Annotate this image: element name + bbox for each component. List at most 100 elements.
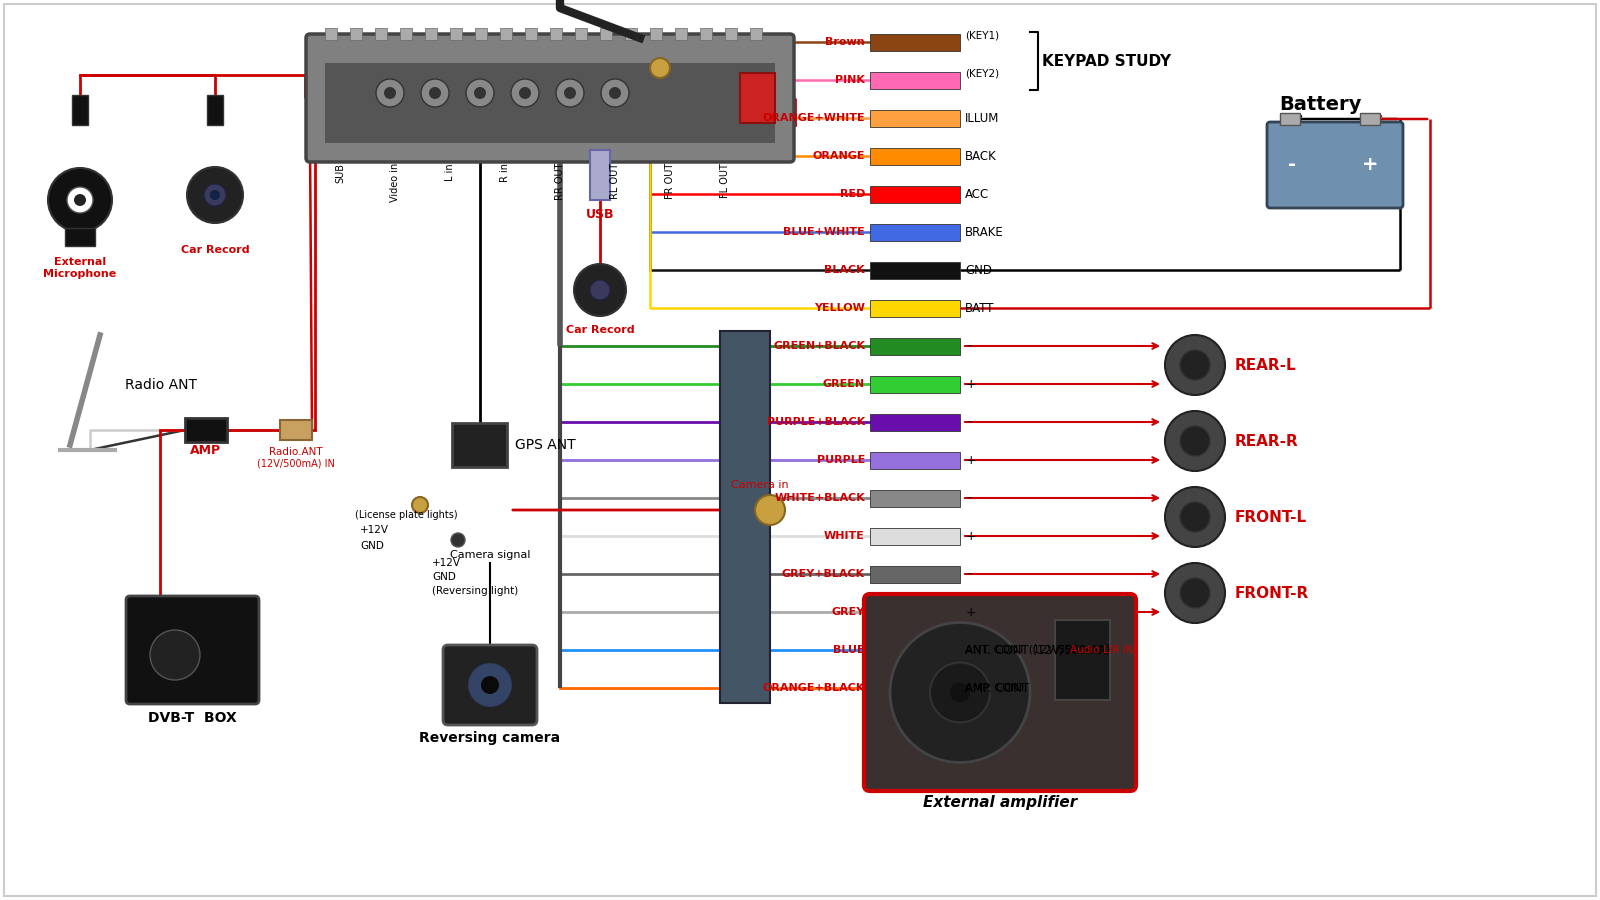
Bar (600, 28, 611, 40)
Bar (400, 28, 413, 40)
Circle shape (950, 682, 970, 703)
Text: ACC: ACC (965, 187, 989, 201)
Text: RR OUT: RR OUT (555, 163, 565, 201)
Text: ANT. CONT (12V/500mA): ANT. CONT (12V/500mA) (965, 645, 1102, 655)
Bar (475, 28, 486, 40)
Bar (701, 28, 712, 40)
Circle shape (205, 184, 226, 206)
Bar (650, 28, 662, 40)
Bar (725, 28, 738, 40)
Bar (453, 423, 507, 467)
Text: -: - (966, 568, 971, 580)
Text: +12V: +12V (432, 558, 461, 568)
Bar (450, 28, 462, 40)
Text: External
Microphone: External Microphone (43, 257, 117, 279)
Text: +: + (1362, 156, 1378, 175)
Bar (325, 63, 774, 143)
Bar (550, 28, 562, 40)
Text: RL OUT: RL OUT (610, 163, 621, 199)
Text: (KEY2): (KEY2) (965, 68, 998, 78)
Text: (12V/500mA) IN: (12V/500mA) IN (258, 459, 334, 469)
Text: External amplifier: External amplifier (923, 796, 1077, 811)
Text: ILLUM: ILLUM (965, 112, 1000, 124)
Bar (426, 28, 437, 40)
Circle shape (451, 533, 466, 547)
Text: GND: GND (432, 572, 456, 582)
Circle shape (376, 79, 403, 107)
Text: +: + (966, 606, 976, 618)
Circle shape (1165, 487, 1226, 547)
Text: FRONT-L: FRONT-L (1235, 509, 1307, 525)
Text: GREY: GREY (832, 607, 866, 617)
Bar (626, 28, 637, 40)
Circle shape (930, 662, 990, 723)
Bar (525, 28, 538, 40)
FancyBboxPatch shape (1267, 122, 1403, 208)
Bar (350, 28, 362, 40)
Text: GND: GND (360, 541, 384, 551)
Bar (590, 150, 610, 200)
Text: AMP: AMP (190, 444, 221, 456)
Text: -: - (966, 491, 971, 505)
Bar (870, 642, 960, 659)
Circle shape (1165, 411, 1226, 471)
Bar (739, 73, 774, 123)
Bar (870, 604, 960, 620)
Bar (186, 418, 227, 442)
Text: R in: R in (499, 163, 510, 182)
Bar (374, 28, 387, 40)
Bar (750, 28, 762, 40)
Text: Camera in: Camera in (731, 480, 789, 490)
Circle shape (187, 167, 243, 223)
Text: BRAKE: BRAKE (965, 226, 1003, 239)
FancyBboxPatch shape (306, 34, 794, 162)
Text: WHITE: WHITE (824, 531, 866, 541)
Bar (870, 223, 960, 240)
Text: ANT. CONT (12V/500mA): ANT. CONT (12V/500mA) (965, 644, 1110, 656)
Bar (870, 680, 960, 697)
Bar (870, 185, 960, 202)
Bar (206, 95, 222, 125)
Text: Audio L/R IN: Audio L/R IN (1070, 645, 1133, 655)
FancyBboxPatch shape (864, 594, 1136, 791)
Bar (870, 110, 960, 127)
Bar (870, 565, 960, 582)
Circle shape (1181, 578, 1210, 608)
Circle shape (890, 623, 1030, 762)
Text: +: + (966, 529, 976, 543)
Text: ORANGE+BLACK: ORANGE+BLACK (763, 683, 866, 693)
Text: KEYPAD STUDY: KEYPAD STUDY (1042, 53, 1171, 68)
Circle shape (413, 497, 429, 513)
Text: RED: RED (840, 189, 866, 199)
Text: ORANGE+WHITE: ORANGE+WHITE (762, 113, 866, 123)
FancyBboxPatch shape (443, 645, 538, 725)
Bar (66, 228, 94, 246)
Circle shape (466, 79, 494, 107)
Bar (870, 375, 960, 392)
Text: DVB-T  BOX: DVB-T BOX (149, 711, 237, 725)
Text: GPS ANT: GPS ANT (515, 438, 576, 452)
Text: +: + (966, 454, 976, 466)
Text: +: + (966, 377, 976, 391)
Text: GREEN+BLACK: GREEN+BLACK (773, 341, 866, 351)
Circle shape (1165, 563, 1226, 623)
Circle shape (563, 87, 576, 99)
Circle shape (48, 168, 112, 232)
Text: WHITE+BLACK: WHITE+BLACK (774, 493, 866, 503)
Bar (870, 33, 960, 50)
Text: PURPLE: PURPLE (816, 455, 866, 465)
Text: BLACK: BLACK (824, 265, 866, 275)
Circle shape (574, 264, 626, 316)
Text: REAR-R: REAR-R (1235, 434, 1299, 448)
Bar (870, 262, 960, 278)
Text: +12V: +12V (360, 525, 389, 535)
Circle shape (1181, 350, 1210, 380)
Text: PURPLE+BLACK: PURPLE+BLACK (766, 417, 866, 427)
Text: BATT: BATT (965, 302, 995, 314)
Circle shape (650, 58, 670, 78)
Bar (870, 490, 960, 507)
Bar (280, 420, 312, 440)
Bar (870, 452, 960, 469)
Circle shape (150, 630, 200, 680)
Text: SUB: SUB (334, 163, 346, 183)
